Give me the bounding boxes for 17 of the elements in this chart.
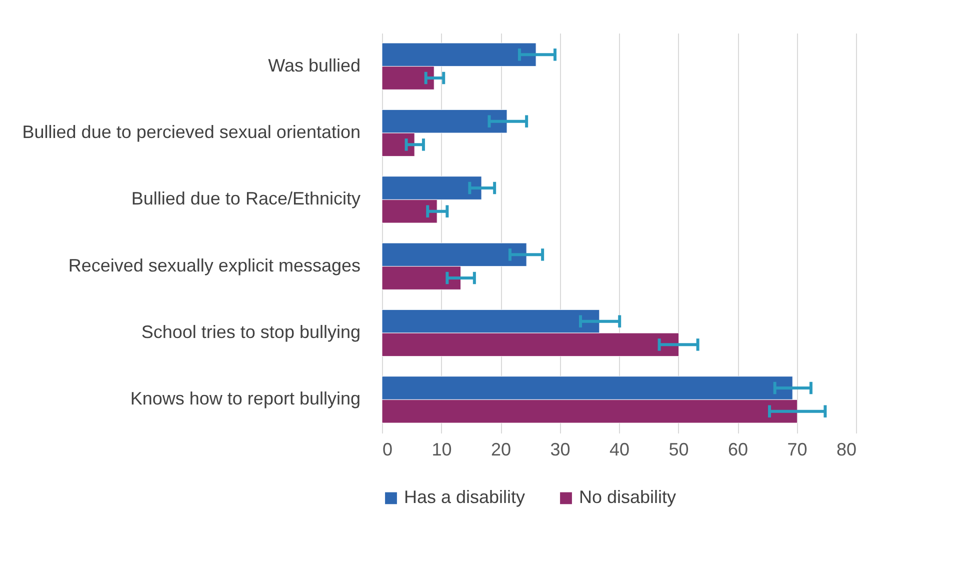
y-tick-label: Was bullied <box>268 55 360 76</box>
x-tick-label: 0 <box>382 440 393 460</box>
x-tick-label: 10 <box>432 440 452 460</box>
x-tick-label: 70 <box>787 440 808 460</box>
y-tick-label: Received sexually explicit messages <box>68 255 360 276</box>
legend-label: Has a disability <box>404 487 526 508</box>
y-tick-label: Knows how to report bullying <box>130 388 360 409</box>
y-tick-label: Bullied due to percieved sexual orientation <box>22 122 360 142</box>
x-tick-label: 40 <box>609 440 630 460</box>
x-tick-label: 50 <box>668 440 689 460</box>
x-tick-label: 60 <box>728 440 748 460</box>
y-tick-label: Bullied due to Race/Ethnicity <box>131 188 360 209</box>
x-tick-label: 80 <box>836 440 856 460</box>
y-tick-label: School tries to stop bullying <box>141 322 360 342</box>
legend-label: No disability <box>579 487 676 508</box>
x-tick-label: 30 <box>550 440 570 460</box>
x-tick-label: 20 <box>490 440 512 460</box>
